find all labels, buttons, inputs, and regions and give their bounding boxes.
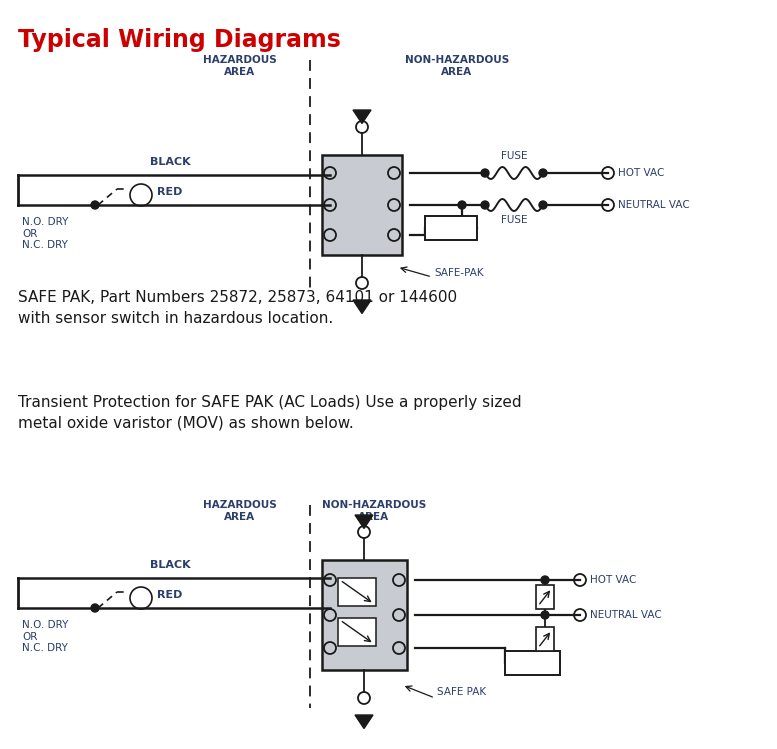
Text: BLACK: BLACK: [150, 560, 190, 570]
Polygon shape: [355, 515, 373, 529]
Bar: [536, 585, 554, 609]
Text: SAFE PAK, Part Numbers 25872, 25873, 64101 or 144600
with sensor switch in hazar: SAFE PAK, Part Numbers 25872, 25873, 641…: [18, 290, 457, 326]
Bar: [338, 618, 376, 646]
Bar: [505, 651, 560, 675]
Text: HOT VAC: HOT VAC: [618, 168, 664, 178]
Text: N.O. DRY
OR
N.C. DRY: N.O. DRY OR N.C. DRY: [22, 620, 68, 653]
Bar: [338, 578, 376, 606]
Text: N.O. DRY
OR
N.C. DRY: N.O. DRY OR N.C. DRY: [22, 217, 68, 250]
Bar: [322, 560, 407, 670]
Text: LOAD: LOAD: [515, 658, 549, 668]
Text: NON-HAZARDOUS
AREA: NON-HAZARDOUS AREA: [405, 55, 509, 76]
Polygon shape: [353, 300, 371, 314]
Text: FUSE: FUSE: [500, 215, 528, 225]
Circle shape: [481, 201, 489, 209]
Circle shape: [539, 169, 547, 177]
Text: SAFE PAK: SAFE PAK: [437, 687, 486, 697]
Bar: [425, 216, 477, 240]
Text: SAFE-PAK: SAFE-PAK: [434, 268, 483, 278]
Text: NEUTRAL VAC: NEUTRAL VAC: [618, 200, 690, 210]
Bar: [322, 155, 402, 255]
Text: NON-HAZARDOUS
AREA: NON-HAZARDOUS AREA: [322, 500, 426, 521]
Circle shape: [541, 611, 549, 619]
Text: FUSE: FUSE: [500, 151, 528, 161]
Circle shape: [539, 201, 547, 209]
Text: HOT VAC: HOT VAC: [590, 575, 636, 585]
Circle shape: [458, 201, 466, 209]
Text: BLACK: BLACK: [150, 157, 190, 167]
Polygon shape: [355, 715, 373, 729]
Text: RED: RED: [157, 187, 183, 197]
Circle shape: [481, 169, 489, 177]
Text: HAZARDOUS
AREA: HAZARDOUS AREA: [203, 55, 277, 76]
Circle shape: [541, 576, 549, 584]
Text: LOAD: LOAD: [434, 223, 468, 233]
Circle shape: [91, 201, 99, 209]
Text: NEUTRAL VAC: NEUTRAL VAC: [590, 610, 662, 620]
Circle shape: [91, 604, 99, 612]
Text: Transient Protection for SAFE PAK (AC Loads) Use a properly sized
metal oxide va: Transient Protection for SAFE PAK (AC Lo…: [18, 395, 521, 431]
Text: Typical Wiring Diagrams: Typical Wiring Diagrams: [18, 28, 341, 52]
Bar: [536, 627, 554, 651]
Text: RED: RED: [157, 590, 183, 600]
Polygon shape: [353, 110, 371, 124]
Text: HAZARDOUS
AREA: HAZARDOUS AREA: [203, 500, 277, 521]
